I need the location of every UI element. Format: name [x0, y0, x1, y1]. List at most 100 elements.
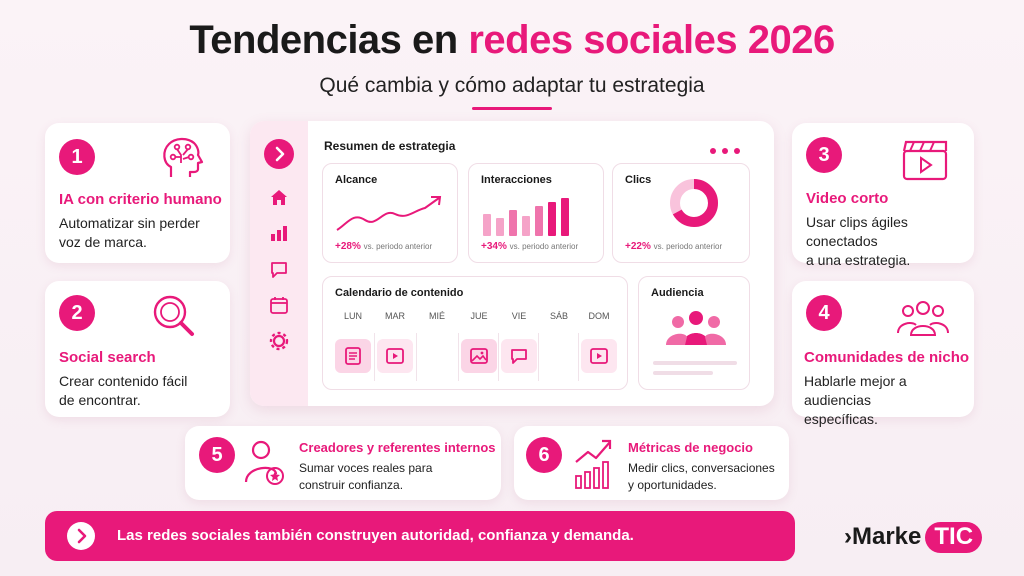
card-desc-line: específicas.	[804, 411, 878, 427]
stat-value: +28%	[335, 241, 361, 252]
panel-clics: Clics +22% vs. periodo anterior	[612, 163, 750, 263]
calendar-post[interactable]	[461, 339, 497, 373]
logo-text: Marke	[852, 523, 922, 550]
day-label: LUN	[343, 311, 362, 321]
bar-chart-icon[interactable]	[269, 223, 289, 243]
card-number: 4	[806, 295, 842, 331]
logo-pill: TIC	[925, 522, 983, 553]
chat-icon[interactable]	[269, 259, 289, 279]
calendar-post[interactable]	[335, 339, 371, 373]
card-title: Video corto	[806, 190, 889, 207]
line-chart-icon	[336, 196, 442, 231]
image-icon	[470, 348, 488, 364]
card-desc-line: Usar clips ágiles conectados	[806, 214, 908, 249]
donut-chart-icon	[670, 179, 718, 227]
card-title: IA con criterio humano	[59, 191, 222, 208]
panel-interacciones: Interacciones +34% vs. periodo anterior	[468, 163, 604, 263]
audience-bar	[653, 371, 713, 375]
settings-icon[interactable]	[269, 331, 289, 351]
card-description: Hablarle mejor a audiencias específicas.	[804, 372, 974, 429]
calendar-post[interactable]	[581, 339, 617, 373]
panel-stat: +28% vs. periodo anterior	[335, 241, 432, 252]
search-icon	[153, 295, 194, 336]
trend-card-6: 6 Métricas de negocio Medir clics, conve…	[514, 426, 789, 500]
footer-banner: Las redes sociales también construyen au…	[45, 511, 795, 561]
trend-card-5: 5 Creadores y referentes internos Sumar …	[185, 426, 501, 500]
card-desc-line: construir confianza.	[299, 478, 404, 492]
bar-chart-icon	[483, 198, 569, 236]
banner-arrow-button[interactable]	[67, 522, 95, 550]
panel-title: Clics	[625, 174, 652, 186]
calendar-post[interactable]	[501, 339, 537, 373]
day-label: DOM	[588, 311, 610, 321]
sidebar-toggle-button[interactable]	[264, 139, 294, 169]
audience-icon	[666, 311, 726, 345]
card-title: Comunidades de nicho	[804, 349, 970, 366]
chevron-right-icon	[275, 146, 285, 162]
dashboard-title: Resumen de estrategia	[324, 139, 456, 153]
chat-icon	[511, 349, 527, 364]
card-desc-line: a una estrategia.	[806, 252, 911, 268]
card-description: Sumar voces reales para construir confia…	[299, 460, 432, 494]
stat-note: vs. periodo anterior	[509, 242, 579, 251]
title-accent: redes sociales 2026	[468, 18, 835, 62]
card-title: Métricas de negocio	[628, 440, 753, 455]
video-icon	[590, 348, 608, 364]
card-title: Creadores y referentes internos	[299, 440, 496, 455]
panel-calendario: Calendario de contenido LUN MAR MIÉ JUE …	[322, 276, 628, 390]
card-desc-line: Hablarle mejor a audiencias	[804, 373, 907, 408]
day-label: JUE	[470, 311, 488, 321]
panel-stat: +34% vs. periodo anterior	[481, 241, 578, 252]
panel-title: Interacciones	[481, 174, 552, 186]
community-icon	[897, 301, 949, 336]
title-underline	[472, 107, 552, 110]
panel-title: Audiencia	[651, 287, 704, 299]
video-icon	[386, 348, 404, 364]
panel-title: Alcance	[335, 174, 378, 186]
card-description: Crear contenido fácil de encontrar.	[59, 372, 187, 410]
stat-value: +34%	[481, 241, 507, 252]
stat-note: vs. periodo anterior	[363, 242, 433, 251]
day-label: SÁB	[549, 311, 568, 321]
dashboard-sidebar	[250, 121, 308, 406]
calendar-icon[interactable]	[269, 295, 289, 315]
card-number: 5	[199, 437, 235, 473]
day-label: VIE	[511, 311, 527, 321]
document-icon	[345, 347, 361, 365]
day-label: MIÉ	[428, 311, 445, 321]
ai-brain-icon	[163, 137, 204, 177]
card-title: Social search	[59, 349, 156, 366]
card-desc-line: de encontrar.	[59, 392, 141, 408]
dashboard-mockup: Resumen de estrategia Alcance +28% vs. p…	[250, 121, 774, 406]
home-icon[interactable]	[269, 187, 289, 207]
creator-icon	[244, 440, 284, 485]
logo-chevron-icon: ›	[844, 523, 852, 550]
page-title: Tendencias en redes sociales 2026	[0, 18, 1024, 63]
card-desc-line: Sumar voces reales para	[299, 461, 433, 475]
trend-card-3: 3 Video corto Usar clips ágiles conectad…	[792, 123, 974, 268]
card-description: Automatizar sin perder voz de marca.	[59, 214, 200, 252]
calendar-post[interactable]	[377, 339, 413, 373]
card-number: 3	[806, 137, 842, 173]
trend-card-1: 1 IA con criterio humano Automatizar sin…	[45, 123, 230, 263]
trend-card-4: 4 Comunidades de nicho Hablarle mejor a …	[792, 281, 974, 427]
stat-value: +22%	[625, 241, 651, 252]
card-desc-line: Medir clics, conversaciones	[628, 461, 775, 475]
card-desc-line: Crear contenido fácil	[59, 373, 188, 389]
panel-alcance: Alcance +28% vs. periodo anterior	[322, 163, 458, 263]
more-options-icon[interactable]	[710, 141, 746, 159]
card-number: 2	[59, 295, 95, 331]
card-desc-line: voz de marca.	[59, 234, 147, 250]
audience-bar	[653, 361, 737, 365]
panel-stat: +22% vs. periodo anterior	[625, 241, 722, 252]
panel-title: Calendario de contenido	[335, 287, 464, 299]
chevron-right-icon	[77, 528, 87, 544]
brand-logo: ›Marke TIC	[844, 522, 983, 553]
day-label: MAR	[385, 311, 405, 321]
page-subtitle: Qué cambia y cómo adaptar tu estrategia	[319, 74, 705, 97]
panel-audiencia: Audiencia	[638, 276, 750, 390]
title-main: Tendencias en	[189, 18, 458, 62]
card-description: Usar clips ágiles conectados a una estra…	[806, 213, 974, 270]
card-desc-line: y oportunidades.	[628, 478, 717, 492]
card-desc-line: Automatizar sin perder	[59, 215, 200, 231]
